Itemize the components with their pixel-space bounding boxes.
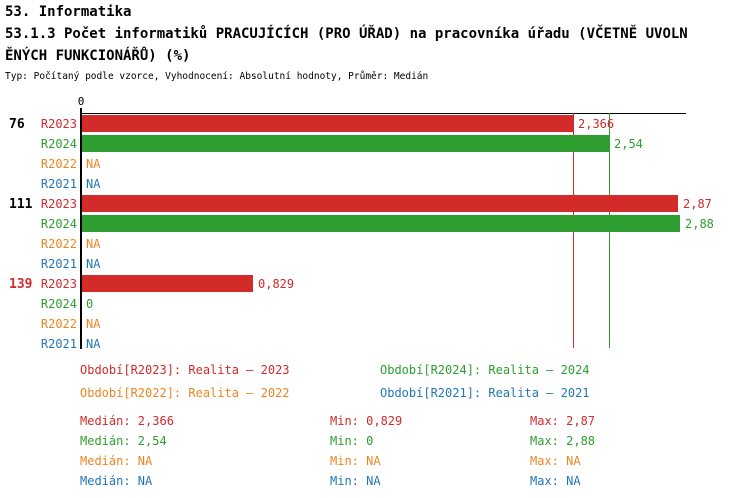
- stat-median: Medián: 2,54: [80, 434, 167, 448]
- series-label: R2022: [40, 237, 77, 251]
- bar-value-label: NA: [86, 177, 101, 191]
- bar: [82, 115, 573, 132]
- series-label: R2022: [40, 157, 77, 171]
- series-label: R2023: [40, 117, 77, 131]
- bar-value-label: 2,88: [685, 217, 714, 231]
- bar-value-label: 2,54: [614, 137, 643, 151]
- chapter-title: 53. Informatika: [5, 4, 132, 20]
- legend-item: Období[R2024]: Realita – 2024: [380, 363, 590, 377]
- stat-min: Min: NA: [330, 454, 381, 468]
- series-label: R2024: [40, 297, 77, 311]
- series-label: R2024: [40, 217, 77, 231]
- stat-max: Max: NA: [530, 474, 581, 488]
- stat-median: Medián: 2,366: [80, 414, 174, 428]
- series-label: R2023: [40, 277, 77, 291]
- legend-item: Období[R2023]: Realita – 2023: [80, 363, 290, 377]
- chart-subtitle: Typ: Počítaný podle vzorce, Vyhodnocení:…: [5, 71, 429, 82]
- bar-value-label: NA: [86, 237, 101, 251]
- stat-max: Max: NA: [530, 454, 581, 468]
- bar-value-label: 0,829: [258, 277, 295, 291]
- bar-value-label: NA: [86, 157, 101, 171]
- stat-max: Max: 2,87: [530, 414, 596, 428]
- series-label: R2021: [40, 257, 77, 271]
- page-title: 53.1.3 Počet informatiků PRACUJÍCÍCH (PR…: [5, 26, 688, 42]
- series-label: R2023: [40, 197, 77, 211]
- legend-item: Období[R2021]: Realita – 2021: [380, 386, 590, 400]
- bar: [82, 215, 680, 232]
- stat-max: Max: 2,88: [530, 434, 596, 448]
- bar-value-label: 2,366: [578, 117, 615, 131]
- stat-min: Min: 0,829: [330, 414, 403, 428]
- stat-min: Min: 0: [330, 434, 374, 448]
- y-axis-line: [80, 108, 82, 349]
- axis-zero-tick-label: 0: [77, 95, 85, 108]
- series-label: R2021: [40, 337, 77, 351]
- group-label: 76: [9, 117, 25, 132]
- bar: [82, 195, 678, 212]
- series-label: R2022: [40, 317, 77, 331]
- series-label: R2024: [40, 137, 77, 151]
- bar-value-label: NA: [86, 337, 101, 351]
- stat-median: Medián: NA: [80, 454, 153, 468]
- stat-min: Min: NA: [330, 474, 381, 488]
- group-label: 139: [9, 277, 33, 292]
- page-title-wrap: ĚNÝCH FUNKCIONÁŘŮ) (%): [5, 48, 191, 64]
- series-label: R2021: [40, 177, 77, 191]
- bar: [82, 135, 609, 152]
- bar: [82, 275, 253, 292]
- bar-value-label: NA: [86, 317, 101, 331]
- bar-value-label: NA: [86, 257, 101, 271]
- stat-median: Medián: NA: [80, 474, 153, 488]
- group-label: 111: [9, 197, 33, 212]
- x-axis-top-line: [81, 113, 686, 114]
- bar-value-label: 0: [86, 297, 94, 311]
- legend-item: Období[R2022]: Realita – 2022: [80, 386, 290, 400]
- bar-value-label: 2,87: [683, 197, 712, 211]
